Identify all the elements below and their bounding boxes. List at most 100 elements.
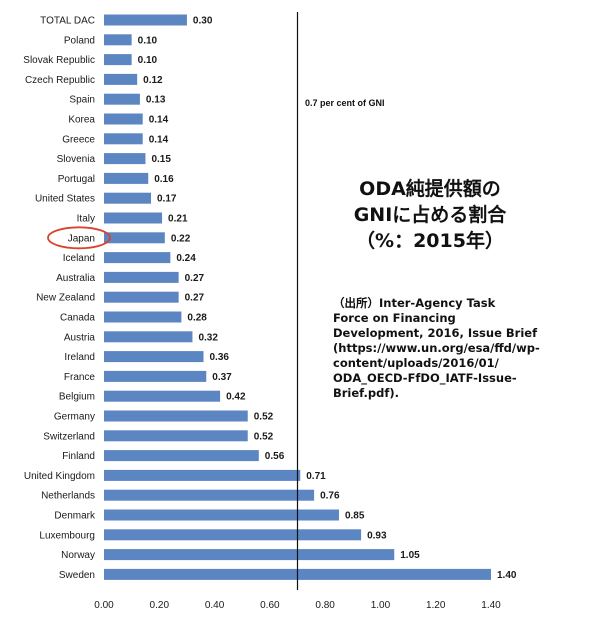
- category-label-belgium: Belgium: [59, 392, 95, 403]
- category-label-korea: Korea: [68, 115, 95, 126]
- bar-canada: [104, 311, 182, 323]
- value-label-austria: 0.32: [198, 332, 218, 343]
- source-line-1: （出所）Inter-Agency Task: [333, 296, 496, 310]
- bar-belgium: [104, 390, 221, 402]
- category-label-germany: Germany: [54, 412, 95, 423]
- x-tick-label: 0.40: [205, 600, 225, 611]
- x-tick-label: 0.00: [94, 600, 114, 611]
- bar-japan: [104, 232, 165, 244]
- value-label-poland: 0.10: [138, 35, 158, 46]
- value-label-slovenia: 0.15: [151, 154, 171, 165]
- value-label-new-zealand: 0.27: [185, 293, 205, 304]
- bar-norway: [104, 549, 395, 561]
- value-label-czech-republic: 0.12: [143, 75, 163, 86]
- bar-switzerland: [104, 430, 248, 442]
- x-tick-label: 0.80: [315, 600, 335, 611]
- bar-slovenia: [104, 153, 146, 165]
- bar-slovak-republic: [104, 54, 132, 66]
- value-label-iceland: 0.24: [176, 253, 196, 264]
- bar-united-states: [104, 192, 151, 204]
- category-label-japan: Japan: [68, 233, 95, 244]
- category-label-slovak-republic: Slovak Republic: [23, 55, 95, 66]
- bar-luxembourg: [104, 529, 362, 541]
- bar-united-kingdom: [104, 469, 301, 481]
- x-axis-ticks: 0.00 0.20 0.40 0.60 0.80 1.00 1.20 1.40: [94, 600, 501, 611]
- category-label-iceland: Iceland: [63, 253, 95, 264]
- chart-title-line-1: ODA純提供額の: [359, 178, 501, 200]
- bar-total-dac: [104, 14, 187, 26]
- bar-portugal: [104, 172, 149, 184]
- value-label-japan: 0.22: [171, 233, 191, 244]
- value-label-slovak-republic: 0.10: [138, 55, 158, 66]
- x-tick-label: 0.20: [150, 600, 170, 611]
- bar-greece: [104, 133, 143, 145]
- value-label-australia: 0.27: [185, 273, 205, 284]
- x-tick-label: 1.40: [481, 600, 501, 611]
- category-label-denmark: Denmark: [54, 511, 96, 522]
- value-label-greece: 0.14: [149, 134, 169, 145]
- value-label-belgium: 0.42: [226, 392, 246, 403]
- chart-title-line-3: （%：2015年）: [356, 230, 504, 252]
- source-note: （出所）Inter-Agency Task Force on Financing…: [333, 296, 568, 401]
- category-label-netherlands: Netherlands: [41, 491, 95, 502]
- bar-france: [104, 370, 207, 382]
- category-label-new-zealand: New Zealand: [36, 293, 95, 304]
- value-label-france: 0.37: [212, 372, 232, 383]
- bar-poland: [104, 34, 132, 46]
- source-line-5: content/uploads/2016/01/: [333, 356, 499, 370]
- category-label-united-kingdom: United Kingdom: [24, 471, 95, 482]
- category-label-australia: Australia: [56, 273, 95, 284]
- category-label-poland: Poland: [64, 35, 95, 46]
- value-label-ireland: 0.36: [210, 352, 230, 363]
- value-label-netherlands: 0.76: [320, 491, 340, 502]
- x-tick-label: 1.00: [371, 600, 391, 611]
- value-label-spain: 0.13: [146, 95, 166, 106]
- value-label-norway: 1.05: [400, 550, 420, 561]
- category-label-sweden: Sweden: [59, 570, 95, 581]
- bar-austria: [104, 331, 193, 343]
- category-label-portugal: Portugal: [58, 174, 95, 185]
- x-tick-label: 0.60: [260, 600, 280, 611]
- labels-layer: TOTAL DAC 0.30 Poland 0.10 Slovak Republic 0.…: [23, 16, 517, 581]
- reference-line-label: 0.7 per cent of GNI: [305, 98, 385, 108]
- bar-korea: [104, 113, 143, 125]
- chart-title: ODA純提供額の GNIに占める割合 （%：2015年）: [330, 176, 530, 254]
- japan-highlight-ellipse: [47, 226, 111, 250]
- category-label-czech-republic: Czech Republic: [25, 75, 95, 86]
- bar-new-zealand: [104, 291, 179, 303]
- value-label-germany: 0.52: [254, 412, 274, 423]
- category-label-italy: Italy: [77, 214, 95, 225]
- chart-title-line-2: GNIに占める割合: [353, 204, 507, 226]
- category-label-austria: Austria: [64, 332, 96, 343]
- bar-finland: [104, 450, 259, 462]
- value-label-total-dac: 0.30: [193, 16, 213, 27]
- value-label-portugal: 0.16: [154, 174, 174, 185]
- value-label-denmark: 0.85: [345, 511, 365, 522]
- bar-spain: [104, 93, 140, 105]
- category-label-ireland: Ireland: [64, 352, 95, 363]
- x-tick-label: 1.20: [426, 600, 446, 611]
- category-label-slovenia: Slovenia: [57, 154, 96, 165]
- source-line-7: Brief.pdf).: [333, 386, 400, 400]
- value-label-luxembourg: 0.93: [367, 530, 387, 541]
- bar-netherlands: [104, 489, 315, 501]
- source-line-2: Force on Financing: [333, 311, 456, 325]
- value-label-korea: 0.14: [149, 115, 169, 126]
- value-label-sweden: 1.40: [497, 570, 517, 581]
- bar-iceland: [104, 252, 171, 264]
- bar-ireland: [104, 351, 204, 363]
- category-label-total-dac: TOTAL DAC: [40, 16, 95, 27]
- source-line-4: (https://www.un.org/esa/ffd/wp-: [333, 341, 540, 355]
- bar-australia: [104, 271, 179, 283]
- category-label-greece: Greece: [62, 134, 95, 145]
- category-label-united-states: United States: [35, 194, 95, 205]
- category-label-spain: Spain: [69, 95, 95, 106]
- bar-italy: [104, 212, 163, 224]
- bar-denmark: [104, 509, 339, 521]
- value-label-canada: 0.28: [187, 313, 207, 324]
- category-label-finland: Finland: [62, 451, 95, 462]
- value-label-finland: 0.56: [265, 451, 285, 462]
- category-label-switzerland: Switzerland: [43, 431, 95, 442]
- bar-germany: [104, 410, 248, 422]
